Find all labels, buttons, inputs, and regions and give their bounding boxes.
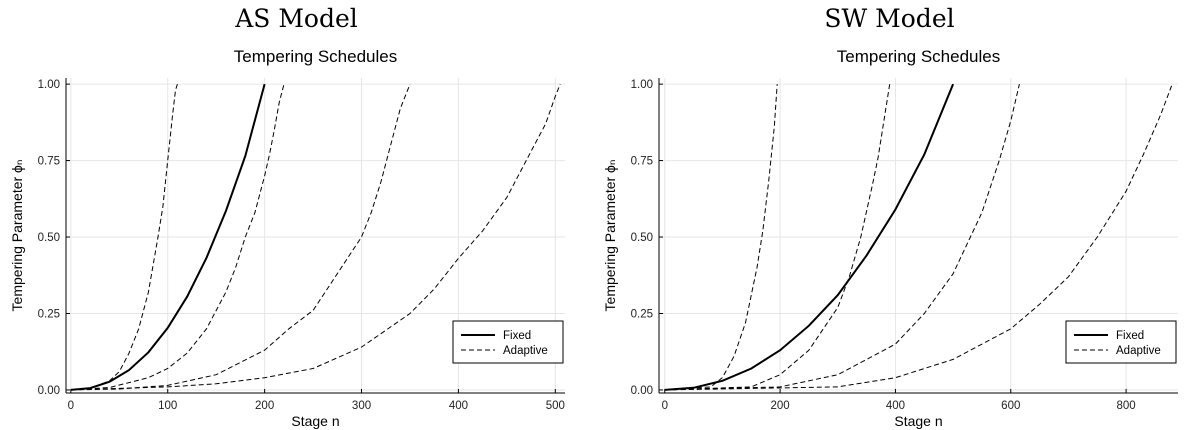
adaptive-series-line-2: [664, 84, 891, 391]
adaptive-series-line-1: [664, 84, 778, 391]
x-tick-label: 0: [68, 400, 74, 412]
adaptive-series-line-4: [664, 83, 1173, 391]
legend-box: [1065, 320, 1177, 364]
x-tick-label: 200: [771, 400, 790, 412]
y-tick-label: 0.25: [631, 308, 653, 320]
legend-entry: Fixed: [1116, 330, 1144, 342]
chart-title: AS Model: [235, 4, 358, 33]
fixed-series-line: [664, 83, 955, 391]
y-tick-label: 1.00: [631, 79, 653, 91]
legend-entry: Adaptive: [503, 345, 548, 357]
x-tick-label: 400: [886, 400, 905, 412]
x-tick-label: 300: [352, 400, 371, 412]
x-tick-label: 0: [662, 400, 668, 412]
sw-model-panel: SW Model Tempering Schedules 0 200 400 600 80…: [593, 0, 1186, 430]
x-tick-label: 100: [158, 400, 177, 412]
y-tick-label: 0.50: [631, 232, 653, 244]
legend-box: [452, 320, 564, 364]
adaptive-series-line-3: [70, 83, 411, 391]
adaptive-series-line-1: [70, 83, 178, 391]
adaptive-series-line-3: [664, 83, 1020, 391]
x-tick-label: 200: [255, 400, 274, 412]
as-model-chart: Tempering Schedules 0 100 200 300 400 500 0.00 0…: [9, 47, 565, 429]
legend-entry: Fixed: [503, 330, 531, 342]
adaptive-series-line-4: [70, 83, 561, 391]
chart-title: SW Model: [824, 4, 955, 33]
x-tick-label: 500: [546, 400, 565, 412]
y-tick-label: 0.75: [631, 156, 653, 168]
x-tick-label: 800: [1117, 400, 1136, 412]
y-tick-label: 0.50: [38, 232, 60, 244]
as-model-panel: AS Model Tempering Schedules 0 100 200 300 40…: [0, 0, 593, 430]
x-axis-label: Stage n: [894, 413, 942, 429]
x-tick-label: 600: [1001, 400, 1020, 412]
x-tick-label: 400: [449, 400, 468, 412]
y-axis-label: Tempering Parameter ϕₙ: [9, 160, 25, 312]
y-tick-label: 0.00: [38, 385, 60, 397]
x-axis-label: Stage n: [291, 413, 339, 429]
y-tick-label: 0.25: [38, 308, 60, 320]
sw-model-chart: Tempering Schedules 0 200 400 600 800 0.00 0.25…: [602, 47, 1178, 429]
y-tick-label: 0.00: [631, 385, 653, 397]
chart-subtitle: Tempering Schedules: [234, 47, 397, 66]
legend-entry: Adaptive: [1116, 345, 1161, 357]
y-tick-label: 1.00: [38, 79, 60, 91]
chart-subtitle: Tempering Schedules: [837, 47, 1000, 66]
adaptive-series-line-2: [70, 83, 285, 391]
y-tick-label: 0.75: [38, 156, 60, 168]
y-axis-label: Tempering Parameter ϕₙ: [602, 160, 618, 312]
